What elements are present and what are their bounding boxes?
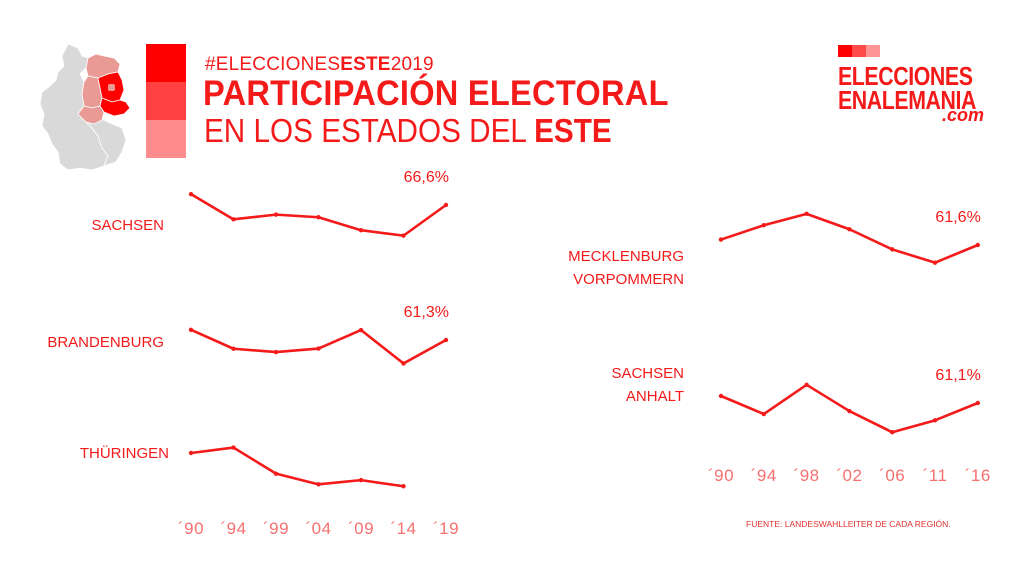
x-tick-label: ´94: [751, 466, 777, 485]
series-label-sachsen-anhalt: SACHSEN ANHALT: [544, 362, 684, 408]
source-note: FUENTE: LANDESWAHLLEITER DE CADA REGIÓN.: [746, 519, 951, 529]
series-label-thueringen: THÜRINGEN: [79, 445, 169, 462]
data-point: [890, 247, 895, 252]
data-point: [358, 477, 364, 483]
data-point: [273, 212, 279, 217]
logo-line2: ENALEMANIA: [838, 85, 977, 115]
data-point: [188, 191, 194, 197]
subtitle-bold: ESTE: [534, 112, 612, 149]
data-point: [273, 349, 279, 355]
series-line: [720, 383, 979, 434]
data-point: [231, 217, 236, 222]
x-tick-label: ´16: [965, 466, 991, 485]
x-tick-label: ´99: [263, 519, 289, 538]
chart-mecklenburg-vorpommern: 61,6%: [718, 209, 981, 265]
data-point: [718, 237, 724, 242]
germany-map-icon: [39, 44, 131, 171]
series-label-sachsen-anhalt-line2: ANHALT: [625, 388, 684, 405]
data-point: [316, 346, 321, 351]
x-tick-label: ´90: [708, 466, 734, 485]
site-logo[interactable]: ELECCIONES ENALEMANIA .com: [838, 45, 988, 130]
logo-line3: .com: [941, 105, 984, 125]
data-point: [401, 361, 406, 366]
legend-swatch-medium: [146, 82, 186, 120]
logo-square-3: [866, 45, 880, 57]
end-value-label: 61,1%: [935, 367, 980, 384]
x-tick-label: ´09: [348, 519, 374, 538]
x-tick-label: ´98: [794, 466, 820, 485]
logo-square-2: [852, 45, 866, 57]
page-title: PARTICIPACIÓN ELECTORAL: [203, 74, 669, 113]
data-point: [847, 227, 852, 232]
data-point: [932, 418, 938, 423]
logo-square-1: [838, 45, 852, 57]
series-label-mecklenburg-line1: MECKLENBURG: [568, 248, 684, 265]
data-point: [316, 482, 321, 487]
series-label-brandenburg: BRANDENBURG: [47, 334, 164, 351]
series-line: [190, 193, 447, 237]
hashtag-prefix: #ELECCIONES: [205, 54, 341, 75]
data-point: [890, 430, 895, 435]
page-subtitle: EN LOS ESTADOS DEL ESTE: [204, 112, 612, 150]
data-point: [804, 382, 809, 387]
map-bayern: [85, 117, 127, 167]
map-berlin: [108, 84, 115, 91]
data-point: [401, 233, 406, 238]
series-label-mecklenburg-line2: VORPOMMERN: [573, 271, 684, 288]
data-point: [804, 211, 809, 217]
x-tick-label: ´19: [433, 519, 459, 538]
data-point: [358, 327, 364, 333]
data-point: [188, 450, 194, 456]
map-west-germany: [39, 44, 109, 171]
chart-thüringen: [188, 445, 406, 489]
data-point: [975, 242, 980, 248]
x-tick-label: ´90: [178, 519, 204, 538]
legend-swatch-dark: [146, 44, 186, 82]
data-point: [718, 393, 724, 399]
hashtag: #ELECCIONESESTE2019: [205, 54, 434, 76]
data-point: [932, 260, 938, 265]
x-tick-label: ´94: [220, 519, 246, 538]
hashtag-suffix: 2019: [390, 54, 434, 75]
data-point: [401, 484, 406, 489]
x-tick-label: ´02: [836, 466, 862, 485]
series-label-mecklenburg: MECKLENBURG VORPOMMERN: [544, 245, 684, 291]
data-point: [188, 327, 194, 333]
end-value-label: 66,6%: [404, 169, 449, 186]
x-tick-label: ´04: [305, 519, 331, 538]
map-sachsen: [99, 97, 131, 117]
data-point: [761, 223, 766, 228]
subtitle-regular: EN LOS ESTADOS DEL: [204, 112, 535, 149]
x-tick-label: ´14: [390, 519, 416, 538]
logo-line1: ELECCIONES: [838, 61, 973, 91]
chart-sachsen: 66,6%: [188, 169, 449, 238]
data-point: [231, 445, 236, 450]
data-point: [761, 411, 766, 417]
chart-sachsen-anhalt: 61,1%: [718, 367, 981, 435]
hashtag-bold: ESTE: [340, 54, 391, 75]
x-tick-label: ´11: [923, 466, 948, 485]
series-label-sachsen-anhalt-line1: SACHSEN: [611, 365, 684, 382]
series-line: [190, 446, 404, 488]
data-point: [316, 215, 321, 220]
series-label-sachsen: SACHSEN: [91, 217, 164, 234]
end-value-label: 61,3%: [404, 304, 449, 321]
data-point: [231, 346, 236, 351]
data-point: [358, 228, 364, 233]
data-point: [975, 400, 980, 406]
x-tick-label: ´06: [879, 466, 905, 485]
data-point: [847, 408, 852, 414]
legend-swatch-light: [146, 120, 186, 158]
end-value-label: 61,6%: [935, 209, 980, 226]
data-point: [443, 337, 449, 343]
data-point: [443, 202, 449, 208]
chart-brandenburg: 61,3%: [188, 304, 449, 366]
data-point: [273, 471, 279, 476]
